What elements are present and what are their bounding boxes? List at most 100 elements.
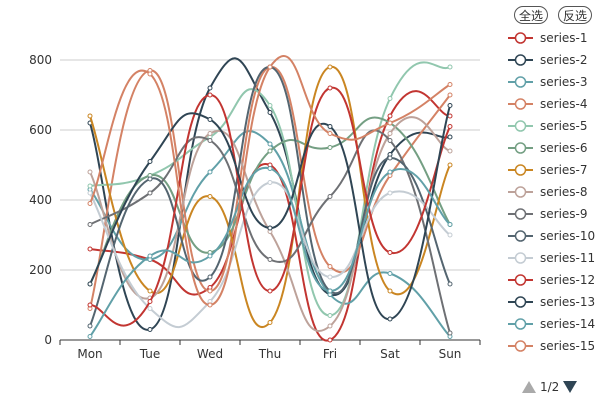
legend-item[interactable]: series-14 <box>508 317 595 331</box>
legend-item[interactable]: series-3 <box>508 75 588 89</box>
legend-item[interactable]: series-5 <box>508 119 588 133</box>
data-point[interactable] <box>447 124 453 129</box>
data-point[interactable] <box>447 148 453 154</box>
data-point[interactable] <box>87 183 93 189</box>
data-point[interactable] <box>267 141 273 147</box>
data-point[interactable] <box>387 113 393 119</box>
data-point[interactable] <box>327 337 333 343</box>
data-point[interactable] <box>207 92 213 98</box>
data-point[interactable] <box>447 103 453 108</box>
legend-item[interactable]: series-9 <box>508 207 588 221</box>
legend-item[interactable]: series-10 <box>508 229 595 243</box>
data-point[interactable] <box>87 334 93 339</box>
data-point[interactable] <box>327 323 333 329</box>
legend-item[interactable]: series-12 <box>508 273 595 287</box>
data-point[interactable] <box>147 190 153 196</box>
legend-item[interactable]: series-15 <box>508 339 595 353</box>
data-point[interactable] <box>87 113 93 119</box>
data-point[interactable] <box>207 131 213 136</box>
series-9-group <box>87 129 453 336</box>
data-point[interactable] <box>387 120 393 126</box>
legend-item[interactable]: series-11 <box>508 251 595 265</box>
data-point[interactable] <box>87 323 93 329</box>
inverse-select-button[interactable]: 反选 <box>558 6 593 24</box>
data-point[interactable] <box>327 194 333 199</box>
data-point[interactable] <box>87 201 93 206</box>
legend-item[interactable]: series-2 <box>508 53 588 67</box>
data-point[interactable] <box>147 306 153 311</box>
data-point[interactable] <box>267 166 273 171</box>
legend-prev-page-icon[interactable] <box>522 381 536 393</box>
data-point[interactable] <box>387 131 393 136</box>
data-point[interactable] <box>447 162 453 168</box>
data-point[interactable] <box>147 327 153 332</box>
data-point[interactable] <box>387 250 393 255</box>
data-point[interactable] <box>387 96 393 101</box>
data-point[interactable] <box>327 274 333 280</box>
data-point[interactable] <box>87 169 93 175</box>
data-point[interactable] <box>447 232 453 238</box>
data-point[interactable] <box>327 264 333 269</box>
data-point[interactable] <box>327 313 333 318</box>
legend-item[interactable]: series-1 <box>508 31 588 45</box>
data-point[interactable] <box>267 180 273 185</box>
data-point[interactable] <box>267 148 273 154</box>
data-point[interactable] <box>207 194 213 199</box>
data-point[interactable] <box>447 330 453 336</box>
data-point[interactable] <box>207 85 213 91</box>
data-point[interactable] <box>327 64 333 70</box>
legend-item[interactable]: series-7 <box>508 163 588 177</box>
data-point[interactable] <box>207 138 213 143</box>
data-point[interactable] <box>447 222 453 227</box>
data-point[interactable] <box>267 110 273 115</box>
data-point[interactable] <box>87 190 93 196</box>
data-point[interactable] <box>87 281 93 287</box>
series-7-group <box>87 64 453 328</box>
data-point[interactable] <box>267 257 273 262</box>
data-point[interactable] <box>387 316 393 322</box>
legend-item[interactable]: series-8 <box>508 185 588 199</box>
data-point[interactable] <box>147 159 153 164</box>
data-point[interactable] <box>387 190 393 196</box>
data-point[interactable] <box>387 288 393 294</box>
data-point[interactable] <box>267 64 273 70</box>
data-point[interactable] <box>447 82 453 87</box>
data-point[interactable] <box>147 288 153 294</box>
data-point[interactable] <box>207 274 213 280</box>
data-point[interactable] <box>327 288 333 294</box>
data-point[interactable] <box>267 320 273 325</box>
legend-item[interactable]: series-13 <box>508 295 595 309</box>
data-point[interactable] <box>147 71 153 77</box>
data-point[interactable] <box>207 253 213 259</box>
data-point[interactable] <box>147 176 153 182</box>
data-point[interactable] <box>447 64 453 70</box>
data-point[interactable] <box>207 288 213 294</box>
data-point[interactable] <box>387 155 393 161</box>
data-point[interactable] <box>327 131 333 136</box>
data-point[interactable] <box>267 288 273 294</box>
data-point[interactable] <box>147 253 153 259</box>
data-point[interactable] <box>207 302 213 308</box>
data-point[interactable] <box>87 222 93 227</box>
data-point[interactable] <box>387 169 393 175</box>
data-point[interactable] <box>207 117 213 122</box>
data-point[interactable] <box>147 299 153 304</box>
data-point[interactable] <box>387 271 393 276</box>
data-point[interactable] <box>447 134 453 140</box>
data-point[interactable] <box>327 85 333 91</box>
data-point[interactable] <box>267 103 273 108</box>
legend-next-page-icon[interactable] <box>563 381 578 393</box>
data-point[interactable] <box>207 169 213 175</box>
legend-item[interactable]: series-6 <box>508 141 588 155</box>
data-point[interactable] <box>87 302 93 308</box>
data-point[interactable] <box>387 138 393 143</box>
data-point[interactable] <box>267 225 273 231</box>
data-point[interactable] <box>87 246 93 252</box>
data-point[interactable] <box>327 124 333 129</box>
data-point[interactable] <box>447 281 453 287</box>
data-point[interactable] <box>327 145 333 150</box>
select-all-button[interactable]: 全选 <box>514 6 549 24</box>
data-point[interactable] <box>447 92 453 98</box>
legend[interactable]: series-1 series-2 series-3 series-4 series-5… <box>508 31 595 353</box>
legend-item[interactable]: series-4 <box>508 97 588 111</box>
